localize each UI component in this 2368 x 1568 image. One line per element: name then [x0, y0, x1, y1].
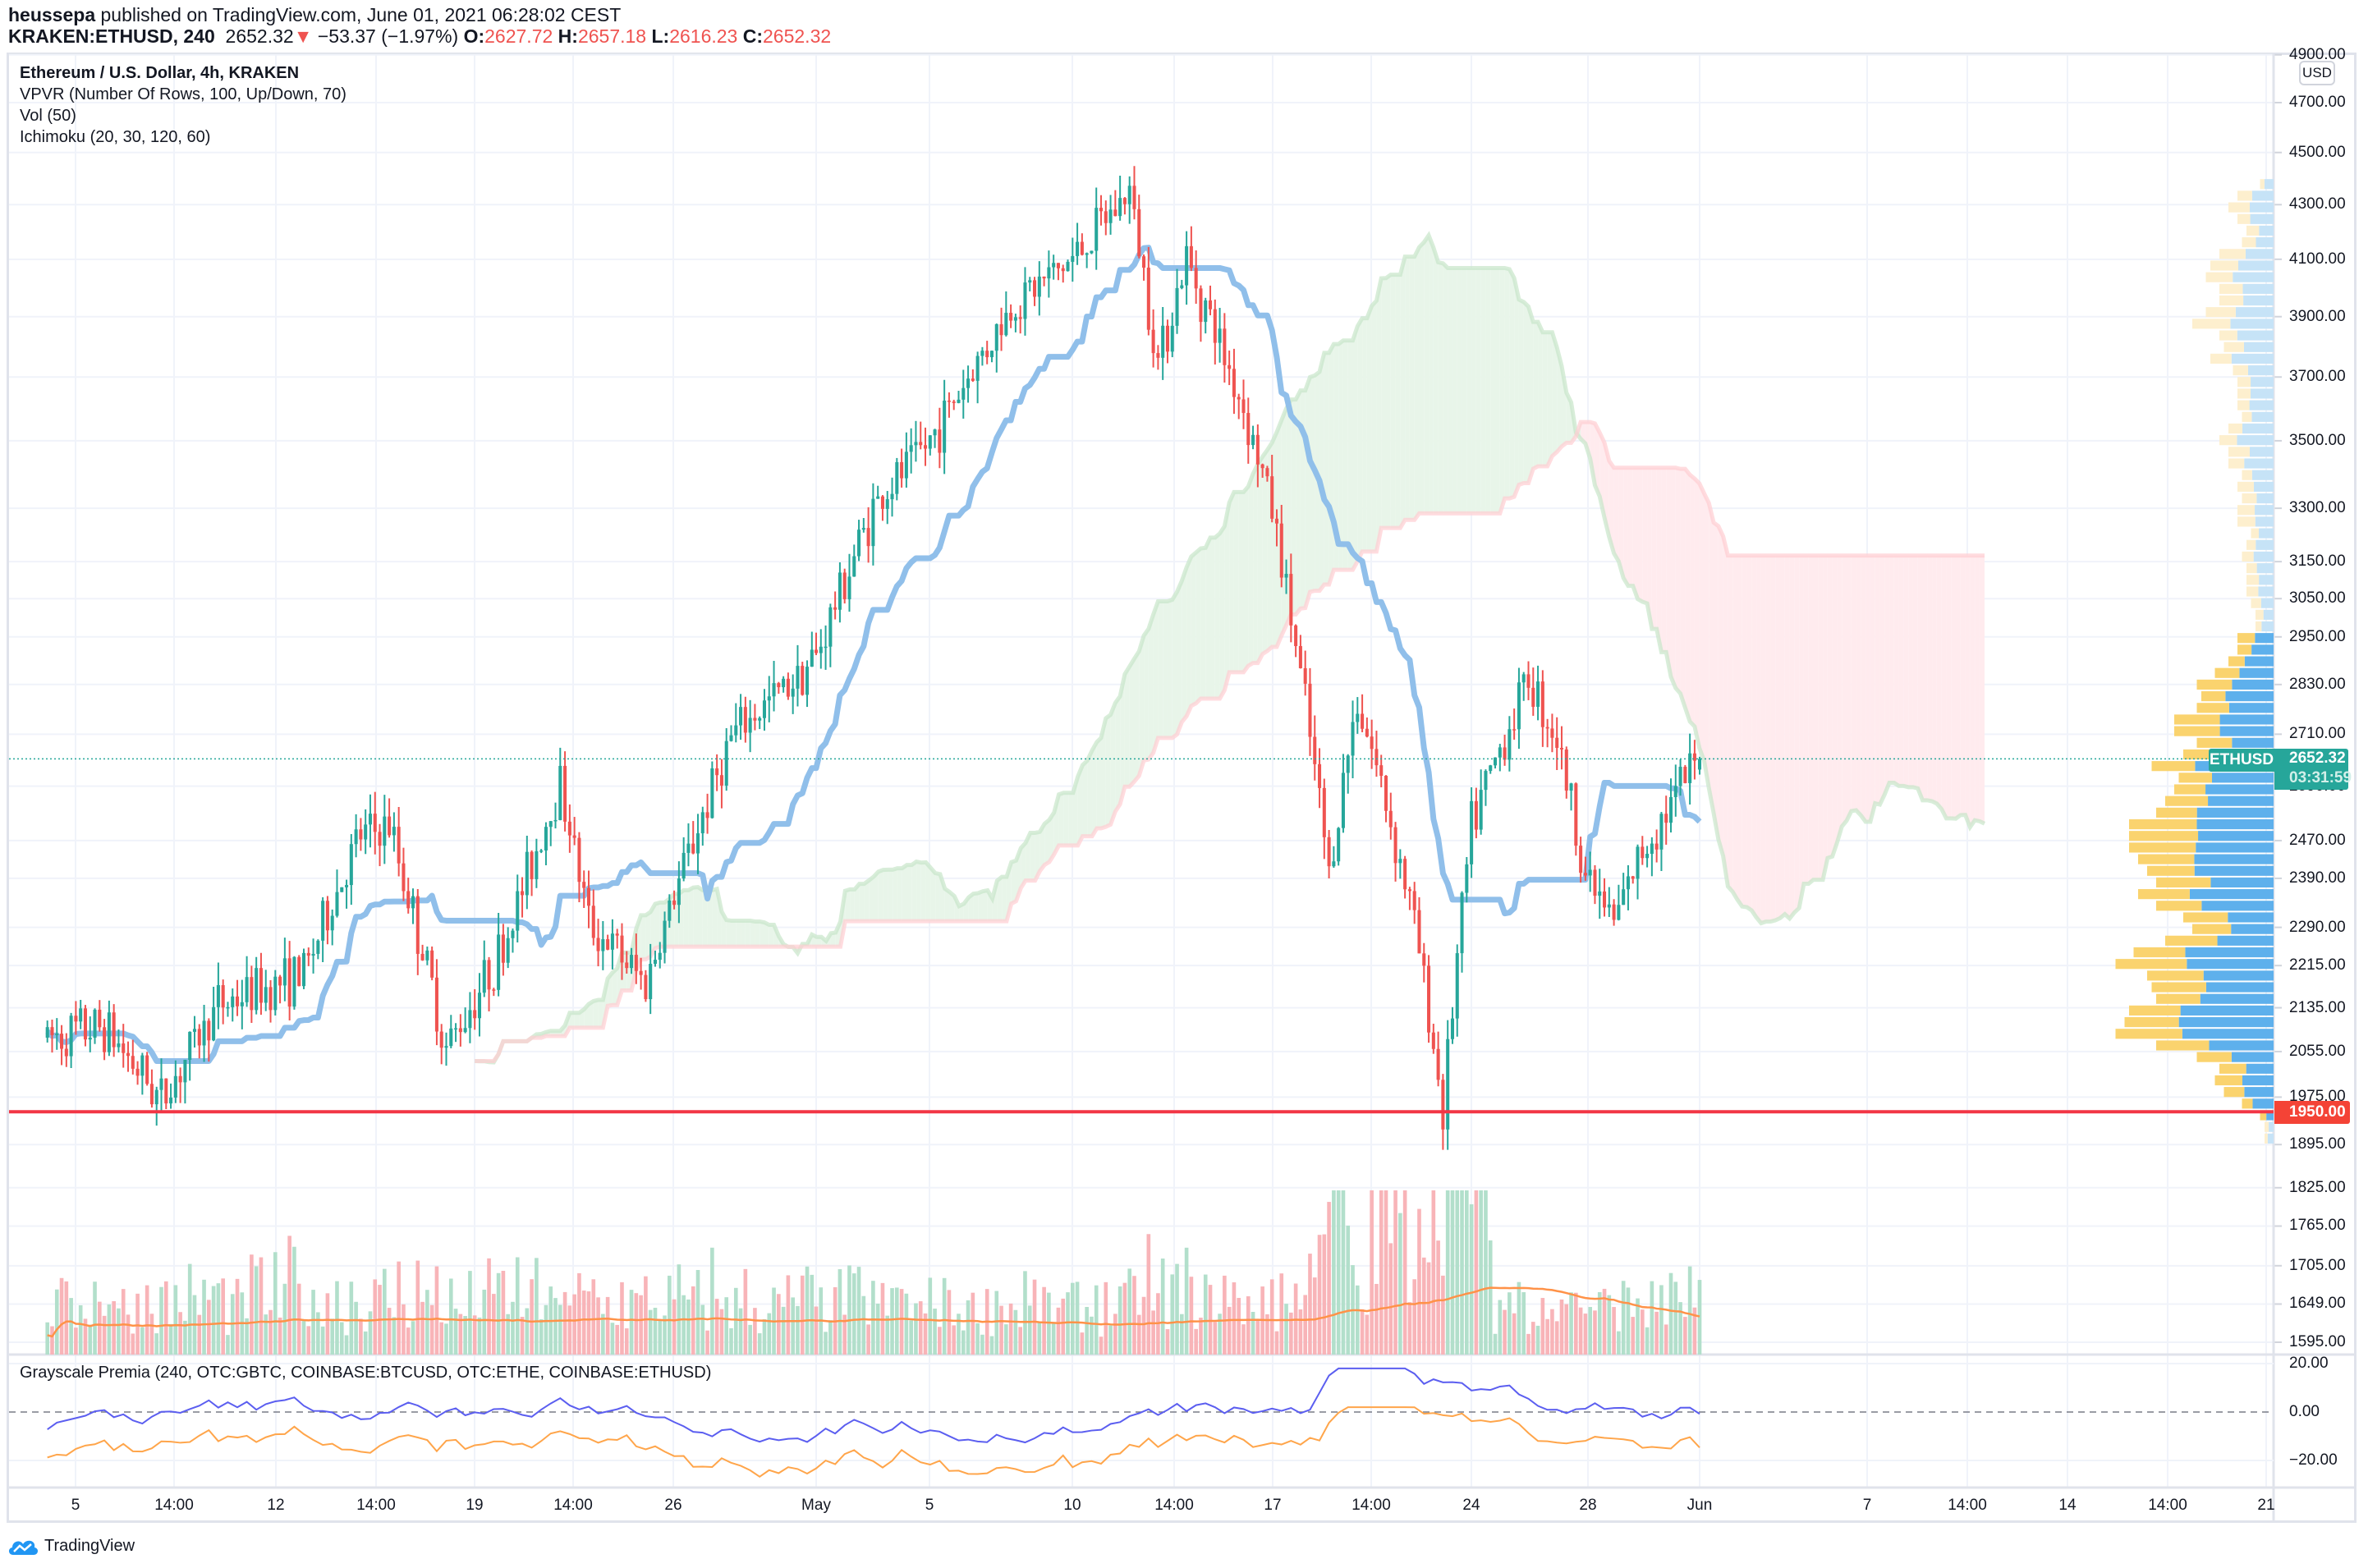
- current-price: 2652.32: [2289, 750, 2346, 767]
- price-label: 1649.00: [2289, 1295, 2346, 1313]
- open-value: 2627.72: [484, 25, 553, 47]
- brand-name: TradingView: [44, 1536, 135, 1555]
- tradingview-cloud-icon: [8, 1540, 39, 1555]
- price-label: 2470.00: [2289, 831, 2346, 849]
- ichimoku-cloud: [475, 231, 1986, 1065]
- price-label: 4500.00: [2289, 143, 2346, 161]
- price-change: −53.37 (−1.97%): [317, 25, 459, 47]
- time-label: 12: [267, 1497, 285, 1514]
- time-label: 21: [2257, 1497, 2275, 1514]
- current-price-tag: 2652.32 03:31:59: [2274, 749, 2352, 790]
- time-label: 19: [466, 1497, 484, 1514]
- indicator-axis-label: −20.00: [2289, 1451, 2338, 1469]
- time-label: May: [801, 1497, 831, 1514]
- tradingview-logo[interactable]: TradingView: [7, 1535, 135, 1557]
- price-label: 1765.00: [2289, 1217, 2346, 1235]
- last-price: 2652.32: [225, 25, 294, 47]
- author[interactable]: heussepa: [8, 4, 96, 25]
- legend-ichimoku[interactable]: Ichimoku (20, 30, 120, 60): [20, 128, 211, 146]
- price-label: 2390.00: [2289, 869, 2346, 887]
- indicator-label[interactable]: Grayscale Premia (240, OTC:GBTC, COINBAS…: [20, 1364, 712, 1382]
- chart-frame: [7, 53, 2357, 1523]
- ichimoku-base-line: [45, 245, 1702, 1064]
- price-label: 3300.00: [2289, 499, 2346, 517]
- price-label: 3900.00: [2289, 307, 2346, 325]
- gbtc-premia-line: [47, 1367, 1700, 1444]
- low-value: 2616.23: [669, 25, 738, 47]
- symbol: KRAKEN:ETHUSD, 240: [8, 25, 215, 47]
- price-label: 4900.00: [2289, 45, 2346, 63]
- indicator-axis-label: 0.00: [2289, 1403, 2320, 1420]
- price-label: 1595.00: [2289, 1333, 2346, 1350]
- hline-price-tag: 1950.00: [2274, 1101, 2350, 1124]
- price-label: 3150.00: [2289, 552, 2346, 571]
- price-label: 3050.00: [2289, 589, 2346, 607]
- time-label: 17: [1264, 1497, 1282, 1514]
- vpvr-profile: [2115, 179, 2274, 1144]
- price-label: 2055.00: [2289, 1042, 2346, 1060]
- candlesticks: [45, 166, 1702, 1150]
- price-label: 3500.00: [2289, 431, 2346, 449]
- time-label: 5: [925, 1497, 934, 1514]
- price-label: 4300.00: [2289, 195, 2346, 213]
- open-label: O:: [463, 25, 485, 47]
- close-value: 2652.32: [763, 25, 832, 47]
- time-label: 26: [664, 1497, 682, 1514]
- time-label: 14: [2058, 1497, 2077, 1514]
- price-label: 4100.00: [2289, 250, 2346, 268]
- time-label: 14:00: [553, 1497, 593, 1514]
- indicator-axis-label: 20.00: [2289, 1355, 2329, 1372]
- legend-volume[interactable]: Vol (50): [20, 107, 76, 125]
- time-label: Jun: [1687, 1497, 1713, 1514]
- currency-badge[interactable]: USD: [2299, 61, 2335, 85]
- close-label: C:: [742, 25, 764, 47]
- low-label: L:: [651, 25, 670, 47]
- publish-info: heussepa published on TradingView.com, J…: [8, 3, 621, 26]
- down-arrow-icon: ▼: [293, 25, 313, 47]
- bar-countdown: 03:31:59: [2289, 769, 2352, 786]
- price-label: 2290.00: [2289, 918, 2346, 936]
- time-label: 24: [1462, 1497, 1480, 1514]
- high-value: 2657.18: [577, 25, 647, 47]
- symbol-price-tag: ETHUSD: [2209, 749, 2274, 772]
- chart-legend: Ethereum / U.S. Dollar, 4h, KRAKEN VPVR …: [20, 62, 346, 148]
- time-label: 14:00: [1948, 1497, 1987, 1514]
- price-label: 4700.00: [2289, 94, 2346, 111]
- price-label: 2135.00: [2289, 998, 2346, 1016]
- price-label: 3700.00: [2289, 368, 2346, 386]
- volume-bars: [45, 1190, 1702, 1355]
- symbol-ohlc: KRAKEN:ETHUSD, 240 2652.32▼ −53.37 (−1.9…: [8, 25, 831, 48]
- price-label: 2215.00: [2289, 956, 2346, 974]
- price-label: 2950.00: [2289, 627, 2346, 645]
- time-label: 14:00: [1154, 1497, 1194, 1514]
- price-label: 1705.00: [2289, 1256, 2346, 1274]
- price-label: 2830.00: [2289, 675, 2346, 693]
- time-label: 7: [1862, 1497, 1872, 1514]
- time-label: 28: [1579, 1497, 1597, 1514]
- ethe-premia-line: [47, 1406, 1700, 1479]
- time-label: 14:00: [356, 1497, 396, 1514]
- time-label: 5: [71, 1497, 80, 1514]
- price-label: 1825.00: [2289, 1178, 2346, 1196]
- published-text: published on TradingView.com, June 01, 2…: [100, 4, 622, 25]
- high-label: H:: [558, 25, 578, 47]
- time-label: 14:00: [2148, 1497, 2187, 1514]
- price-label: 2710.00: [2289, 725, 2346, 743]
- legend-vpvr[interactable]: VPVR (Number Of Rows, 100, Up/Down, 70): [20, 85, 346, 103]
- legend-title[interactable]: Ethereum / U.S. Dollar, 4h, KRAKEN: [20, 64, 300, 82]
- price-label: 1895.00: [2289, 1135, 2346, 1153]
- time-label: 10: [1063, 1497, 1081, 1514]
- time-label: 14:00: [154, 1497, 194, 1514]
- time-label: 14:00: [1352, 1497, 1391, 1514]
